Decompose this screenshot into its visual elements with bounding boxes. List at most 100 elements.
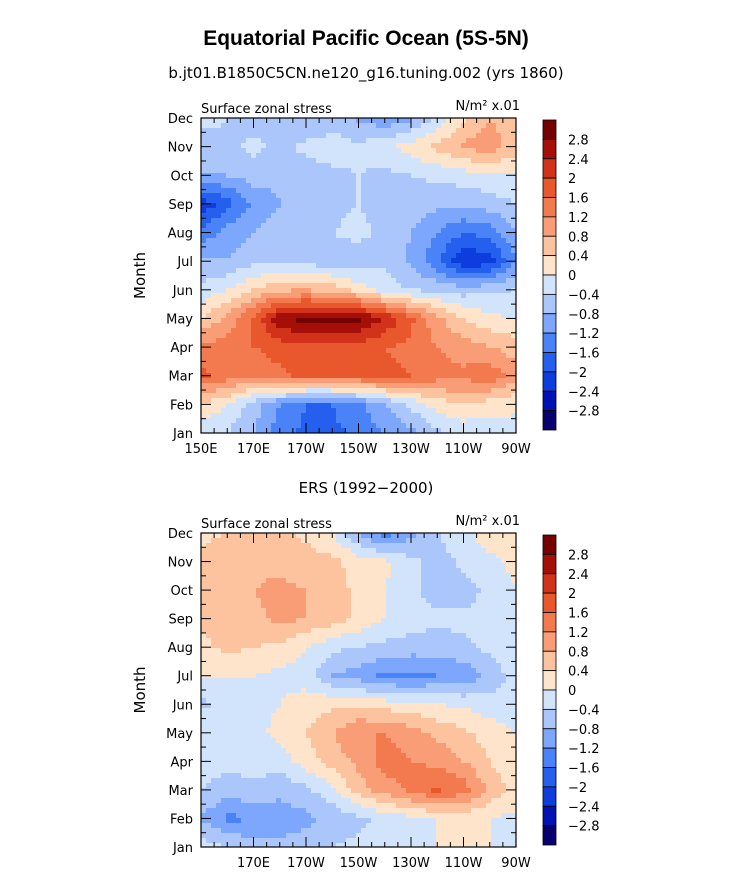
heatmap-cell — [246, 553, 252, 559]
heatmap-cell — [201, 348, 207, 354]
heatmap-cell — [261, 408, 267, 414]
heatmap-cell — [361, 158, 367, 164]
heatmap-cell — [436, 163, 442, 169]
heatmap-cell — [366, 393, 372, 399]
heatmap-cell — [286, 328, 292, 334]
heatmap-cell — [431, 318, 437, 324]
heatmap-cell — [251, 258, 257, 264]
heatmap-cell — [291, 203, 297, 209]
heatmap-cell — [401, 358, 407, 364]
heatmap-cell — [466, 383, 472, 389]
heatmap-cell — [491, 228, 497, 234]
heatmap-cell — [366, 263, 372, 269]
heatmap-cell — [376, 583, 382, 589]
heatmap-cell — [451, 343, 457, 349]
heatmap-cell — [301, 358, 307, 364]
heatmap-cell — [386, 368, 392, 374]
heatmap-cell — [256, 568, 262, 574]
heatmap-cell — [316, 253, 322, 259]
heatmap-cell — [501, 418, 507, 424]
heatmap-cell — [476, 423, 482, 429]
heatmap-cell — [506, 588, 512, 594]
heatmap-cell — [216, 378, 222, 384]
heatmap-cell — [211, 543, 217, 549]
heatmap-cell — [416, 408, 422, 414]
heatmap-cell — [321, 568, 327, 574]
heatmap-cell — [421, 213, 427, 219]
heatmap-cell — [346, 278, 352, 284]
heatmap-cell — [291, 558, 297, 564]
heatmap-cell — [386, 233, 392, 239]
heatmap-cell — [391, 173, 397, 179]
heatmap-cell — [431, 423, 437, 429]
heatmap-cell — [491, 138, 497, 144]
heatmap-cell — [361, 193, 367, 199]
heatmap-cell — [336, 148, 342, 154]
heatmap-cell — [436, 283, 442, 289]
heatmap-cell — [336, 298, 342, 304]
heatmap-cell — [276, 398, 282, 404]
heatmap-cell — [226, 383, 232, 389]
heatmap-cell — [421, 318, 427, 324]
heatmap-cell — [356, 563, 362, 569]
heatmap-cell — [436, 408, 442, 414]
heatmap-cell — [296, 283, 302, 289]
heatmap-cell — [211, 223, 217, 229]
heatmap-cell — [346, 558, 352, 564]
heatmap-cell — [231, 228, 237, 234]
heatmap-cell — [406, 258, 412, 264]
heatmap-cell — [201, 558, 207, 564]
heatmap-cell — [456, 173, 462, 179]
heatmap-cell — [261, 593, 267, 599]
heatmap-cell — [396, 133, 402, 139]
heatmap-cell — [496, 563, 502, 569]
heatmap-cell — [381, 238, 387, 244]
heatmap-cell — [506, 403, 512, 409]
heatmap-cell — [466, 533, 472, 539]
heatmap-cell — [261, 158, 267, 164]
heatmap-cell — [376, 578, 382, 584]
heatmap-cell — [471, 208, 477, 214]
heatmap-cell — [476, 308, 482, 314]
heatmap-cell — [416, 248, 422, 254]
heatmap-cell — [491, 173, 497, 179]
heatmap-cell — [291, 153, 297, 159]
heatmap-cell — [246, 358, 252, 364]
heatmap-cell — [471, 358, 477, 364]
heatmap-cell — [266, 408, 272, 414]
heatmap-cell — [211, 423, 217, 429]
heatmap-cell — [226, 348, 232, 354]
heatmap-cell — [231, 203, 237, 209]
heatmap-cell — [391, 533, 397, 539]
heatmap-cell — [511, 303, 517, 309]
heatmap-cell — [341, 213, 347, 219]
heatmap-cell — [306, 173, 312, 179]
y-tick-label: Oct — [171, 169, 193, 184]
heatmap-cell — [316, 283, 322, 289]
heatmap-cell — [306, 358, 312, 364]
heatmap-cell — [246, 163, 252, 169]
heatmap-cell — [281, 383, 287, 389]
heatmap-cell — [296, 383, 302, 389]
heatmap-cell — [441, 203, 447, 209]
heatmap-cell — [291, 198, 297, 204]
heatmap-cell — [271, 203, 277, 209]
heatmap-cell — [336, 228, 342, 234]
heatmap-cell — [291, 243, 297, 249]
heatmap-cell — [361, 383, 367, 389]
heatmap-cell — [346, 388, 352, 394]
heatmap-cell — [381, 278, 387, 284]
heatmap-cell — [481, 258, 487, 264]
heatmap-cell — [406, 283, 412, 289]
heatmap-cell — [296, 343, 302, 349]
heatmap-cell — [371, 388, 377, 394]
heatmap-cell — [401, 193, 407, 199]
heatmap-cell — [221, 258, 227, 264]
heatmap-cell — [356, 363, 362, 369]
heatmap-cell — [231, 578, 237, 584]
heatmap-cell — [386, 343, 392, 349]
heatmap-cell — [321, 243, 327, 249]
heatmap-cell — [416, 253, 422, 259]
heatmap-cell — [386, 423, 392, 429]
